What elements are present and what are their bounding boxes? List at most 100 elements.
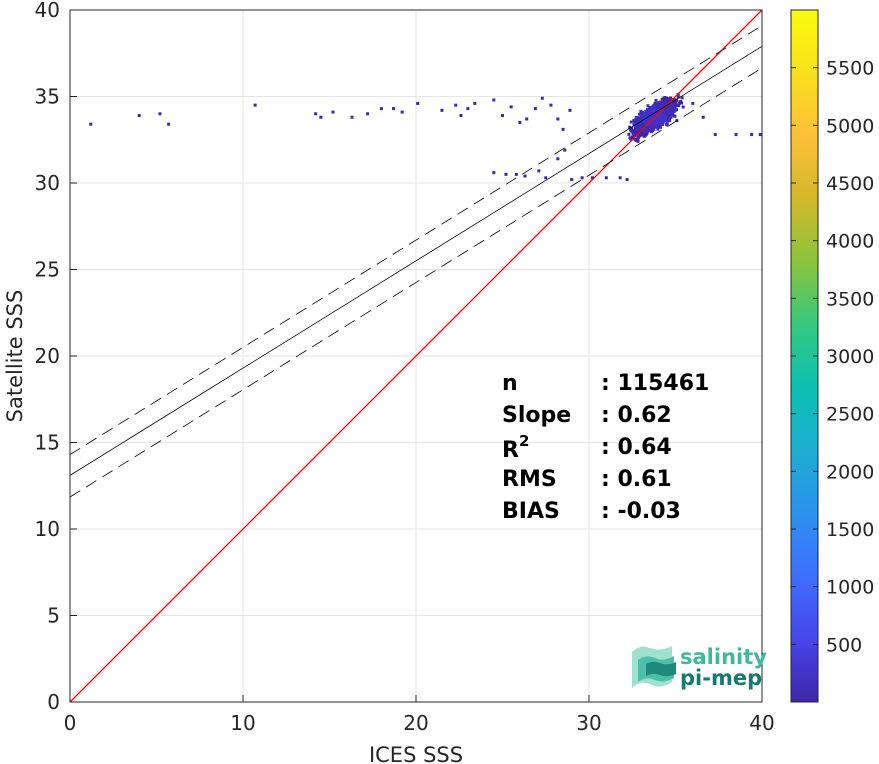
data-point [504, 172, 508, 176]
colorbar-tick-label: 4500 [826, 173, 874, 195]
data-point [523, 174, 527, 178]
data-point [645, 111, 649, 115]
data-point [656, 127, 660, 131]
data-point [666, 101, 670, 105]
stat-label: n [502, 371, 518, 396]
data-point [646, 128, 650, 132]
data-point [636, 116, 640, 120]
data-point [630, 135, 634, 139]
data-point [514, 172, 518, 176]
data-point [658, 125, 662, 129]
data-point [646, 107, 650, 111]
data-point [758, 133, 762, 137]
data-point [645, 126, 649, 130]
data-point [659, 102, 663, 106]
data-point [668, 105, 672, 109]
stat-value: : 0.61 [601, 467, 672, 492]
colorbar-tick-label: 4000 [826, 231, 874, 253]
data-point [669, 103, 673, 107]
data-point [647, 110, 651, 114]
data-point [537, 169, 541, 173]
data-point [674, 103, 678, 107]
data-point [641, 116, 645, 120]
regression-line [70, 45, 762, 476]
data-point [647, 113, 651, 117]
data-point [645, 115, 649, 119]
data-point [651, 120, 655, 124]
data-point [440, 108, 444, 112]
data-point [662, 115, 666, 119]
data-point [637, 126, 641, 130]
data-point [651, 122, 655, 126]
data-point [661, 119, 665, 123]
data-point [674, 99, 678, 103]
data-point [671, 106, 675, 110]
data-point [533, 107, 537, 111]
data-point [629, 120, 633, 124]
data-point [734, 133, 738, 137]
stat-value: : 115461 [601, 371, 709, 396]
data-point [654, 106, 658, 110]
data-point [646, 120, 650, 124]
data-point [663, 118, 667, 122]
colorbar: 500 1000 1500 2000 2500 3000 3500 4000 4500 5000 5… [790, 9, 874, 703]
data-point [672, 98, 676, 102]
data-point [416, 101, 420, 105]
data-point [680, 96, 684, 100]
x-tick-label: 30 [576, 711, 601, 735]
regression-upper-line [70, 25, 762, 455]
data-point [648, 118, 652, 122]
data-point [366, 112, 370, 116]
data-point [665, 108, 669, 112]
data-point [492, 98, 496, 102]
data-point [639, 132, 643, 136]
logo: salinity pi-mep [632, 645, 767, 690]
data-point [660, 102, 664, 106]
data-point [653, 121, 657, 125]
colorbar-tick-label: 2000 [826, 461, 874, 483]
stat-label: Slope [502, 403, 571, 428]
data-point [640, 110, 644, 114]
data-point [650, 105, 654, 109]
data-point [635, 127, 639, 131]
data-point [631, 131, 635, 135]
data-point [544, 176, 548, 180]
data-point [634, 124, 638, 128]
data-point [677, 101, 681, 105]
data-point [137, 114, 141, 118]
y-tick-label: 40 [35, 0, 60, 22]
data-point [628, 125, 632, 129]
data-point [640, 122, 644, 126]
data-point [655, 124, 659, 128]
data-point [629, 127, 633, 131]
data-point [570, 178, 574, 182]
data-point [665, 96, 669, 100]
data-point [663, 97, 667, 101]
data-point [653, 101, 657, 105]
data-point [644, 117, 648, 121]
x-axis: 0 10 20 30 40 [64, 695, 775, 735]
data-point [400, 110, 404, 114]
y-tick-label: 25 [35, 258, 60, 282]
y-tick-label: 5 [47, 604, 60, 628]
data-point [646, 118, 650, 122]
data-point [556, 117, 560, 121]
data-point [654, 98, 658, 102]
data-point [639, 117, 643, 121]
data-point [653, 116, 657, 120]
data-point [652, 108, 656, 112]
data-point [650, 130, 654, 134]
data-point [678, 100, 682, 104]
data-point [655, 106, 659, 110]
stat-value: : 0.62 [601, 403, 672, 428]
data-point [676, 95, 680, 99]
data-point [663, 103, 667, 107]
data-point [659, 122, 663, 126]
data-point [642, 123, 646, 127]
data-point [646, 104, 650, 108]
data-point [671, 108, 675, 112]
stat-value: : 0.64 [601, 435, 672, 460]
data-point [473, 101, 477, 105]
data-point [637, 135, 641, 139]
data-point [650, 125, 654, 129]
